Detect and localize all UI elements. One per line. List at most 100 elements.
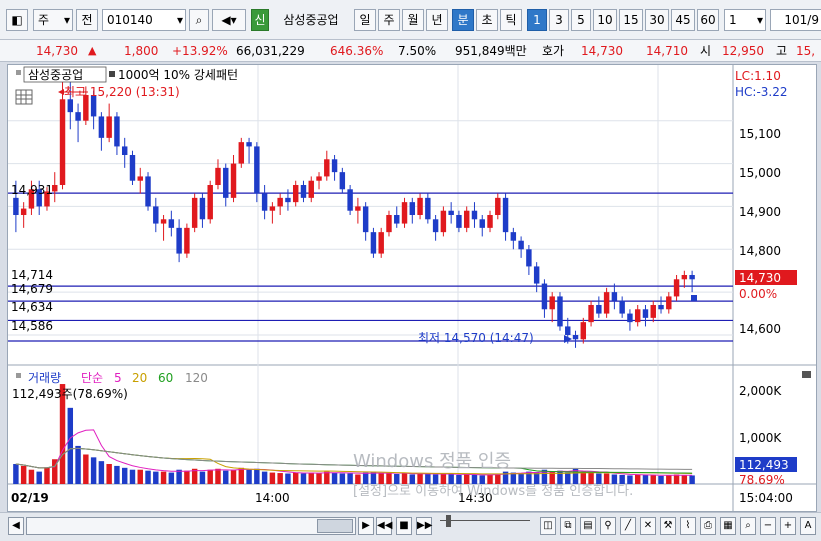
- volume-bar: [580, 471, 587, 484]
- candle-body: [518, 240, 524, 250]
- volume-bar: [588, 472, 594, 484]
- cross-icon[interactable]: ✕: [640, 517, 656, 535]
- price-chart-svg: 삼성중공업 1000억 10% 강세패턴 최고 15,220 (13:31) 최…: [8, 65, 816, 511]
- candle-body: [386, 215, 392, 233]
- count-input[interactable]: 101/9: [770, 9, 821, 31]
- interval-45-button[interactable]: 45: [671, 9, 695, 31]
- candle-body: [471, 210, 478, 220]
- period-day-button[interactable]: 일: [354, 9, 376, 31]
- volume-tag: [735, 457, 797, 472]
- scroll-track[interactable]: [26, 517, 356, 535]
- volume-bar: [292, 472, 299, 484]
- candle-body: [331, 159, 338, 173]
- candle-body: [627, 313, 633, 323]
- search-icon[interactable]: ⌕: [189, 9, 209, 31]
- period-month-button[interactable]: 월: [402, 9, 424, 31]
- scroll-left-icon[interactable]: ◀: [8, 517, 24, 535]
- stock-code-input[interactable]: 010140 ▾: [102, 9, 186, 31]
- period-minute-button[interactable]: 분: [452, 9, 474, 31]
- unit-select[interactable]: 1 ▾: [724, 9, 766, 31]
- volume-bar: [28, 469, 35, 484]
- scroll-back-icon[interactable]: ◀◀: [376, 517, 392, 535]
- scroll-forward-icon[interactable]: ▶▶: [416, 517, 432, 535]
- table-view-icon[interactable]: [15, 89, 33, 105]
- candle-body: [557, 296, 563, 327]
- interval-15-button[interactable]: 15: [619, 9, 643, 31]
- credit-badge: 신: [251, 9, 269, 31]
- volume-bar: [440, 473, 447, 484]
- speaker-icon[interactable]: ◀▾: [212, 9, 246, 31]
- auto-scale-icon[interactable]: A: [800, 517, 816, 535]
- drawing-tools-icon[interactable]: ⚒: [660, 517, 676, 535]
- chart-area[interactable]: 삼성중공업 1000억 10% 강세패턴 최고 15,220 (13:31) 최…: [7, 64, 817, 512]
- zoom-in-icon[interactable]: +: [780, 517, 796, 535]
- volume-bar: [448, 474, 454, 484]
- grid-icon[interactable]: ▦: [720, 517, 736, 535]
- zoom-slider[interactable]: [440, 515, 530, 532]
- candle-body: [658, 305, 664, 310]
- candle-body: [526, 249, 532, 267]
- volume-bar: [603, 473, 610, 484]
- stop-icon[interactable]: ■: [396, 517, 412, 535]
- price-tick-14800: 14,800: [739, 244, 781, 258]
- interval-3-button[interactable]: 3: [549, 9, 569, 31]
- ruler-icon[interactable]: ⌇: [680, 517, 696, 535]
- volume-legend-toggle-icon[interactable]: [16, 373, 21, 378]
- volume-bar: [261, 471, 268, 484]
- zoom-out-icon[interactable]: −: [760, 517, 776, 535]
- screenshot-icon[interactable]: ⎙: [700, 517, 716, 535]
- candle-body: [285, 197, 291, 203]
- all-button[interactable]: 전: [76, 9, 98, 31]
- zoom-slider-handle[interactable]: [446, 515, 451, 527]
- level-label-14931: 14,931: [11, 183, 53, 197]
- bid-price: 14,710: [646, 44, 688, 58]
- interval-10-button[interactable]: 10: [593, 9, 617, 31]
- volume-bar: [137, 469, 143, 484]
- volume-ma-line-120: [15, 447, 693, 470]
- volume-bar: [479, 475, 485, 484]
- chart-window-icon[interactable]: ◧: [6, 9, 28, 31]
- chart-type-icon[interactable]: ◫: [540, 517, 556, 535]
- volume-bar: [572, 468, 579, 484]
- change-arrow-icon: ▲: [88, 44, 97, 57]
- period-week-button[interactable]: 주: [378, 9, 400, 31]
- level-label-14714: 14,714: [11, 268, 53, 282]
- zoom-search-icon[interactable]: ⌕: [740, 517, 756, 535]
- volume-bar: [619, 474, 625, 484]
- time-label-1400: 14:00: [255, 491, 290, 505]
- volume-bar: [269, 472, 276, 484]
- volume-bar: [627, 475, 633, 484]
- candle-body: [168, 219, 175, 228]
- draw-line-icon[interactable]: ╱: [620, 517, 636, 535]
- candle-body: [619, 300, 625, 314]
- scroll-play-icon[interactable]: ▶: [358, 517, 374, 535]
- unit-value: 1: [729, 13, 737, 27]
- volume-bar: [114, 465, 120, 484]
- compare-icon[interactable]: ⧉: [560, 517, 576, 535]
- interval-30-button[interactable]: 30: [645, 9, 669, 31]
- interval-60-button[interactable]: 60: [697, 9, 719, 31]
- interval-5-button[interactable]: 5: [571, 9, 591, 31]
- period-year-button[interactable]: 년: [426, 9, 448, 31]
- volume-bar: [52, 459, 58, 484]
- interval-1-button[interactable]: 1: [527, 9, 547, 31]
- market-select-value: 주: [38, 13, 50, 27]
- legend-title-box[interactable]: [23, 66, 107, 83]
- volume-bar: [230, 469, 237, 484]
- volume-bar: [456, 474, 462, 484]
- stock-name: 삼성중공업: [271, 9, 351, 31]
- period-second-button[interactable]: 초: [476, 9, 498, 31]
- market-select[interactable]: 주 ▾: [33, 9, 73, 31]
- volume-bar: [316, 473, 322, 484]
- candle-body: [20, 208, 27, 215]
- volume-bar: [634, 474, 641, 484]
- period-tick-button[interactable]: 틱: [500, 9, 522, 31]
- legend-toggle-icon[interactable]: [16, 70, 21, 75]
- collapse-pane-icon[interactable]: [802, 371, 811, 378]
- volume-ma120: 120: [185, 371, 208, 385]
- volume-bar: [215, 468, 221, 484]
- scroll-thumb[interactable]: [317, 519, 353, 533]
- table-icon[interactable]: ▤: [580, 517, 596, 535]
- pin-icon[interactable]: ⚲: [600, 517, 616, 535]
- volume-bar: [339, 473, 346, 484]
